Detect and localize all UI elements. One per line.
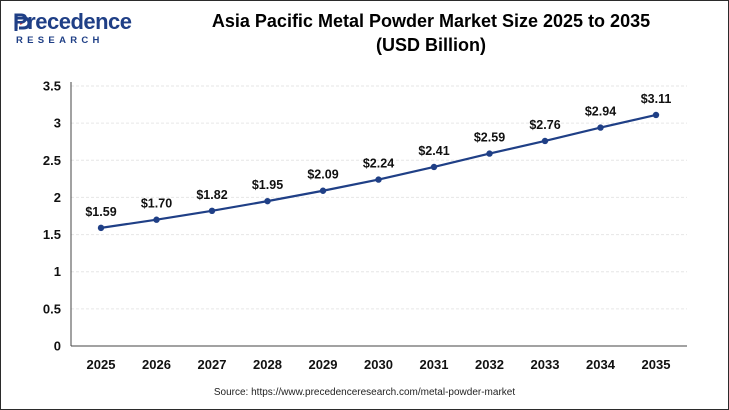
data-point bbox=[541, 137, 549, 145]
x-tick-label: 2035 bbox=[642, 357, 671, 372]
data-point bbox=[208, 207, 216, 214]
y-tick-label: 3 bbox=[54, 116, 61, 131]
data-labels: $1.59 $1.70 $1.82 $1.95 $2.09 $2.24 $2.41 $2.59… bbox=[85, 92, 671, 219]
y-tick-label: 0.5 bbox=[43, 301, 61, 316]
y-tick-labels: 0 0.5 1 1.5 2 2.5 3 3.5 bbox=[43, 79, 61, 354]
chart-title: Asia Pacific Metal Powder Market Size 20… bbox=[211, 11, 651, 31]
data-point bbox=[97, 224, 105, 232]
x-tick-label: 2028 bbox=[253, 357, 282, 372]
data-label: $2.24 bbox=[363, 157, 394, 171]
y-tick-label: 1 bbox=[54, 264, 61, 279]
x-tick-labels: 2025 2026 2027 2028 2029 2030 2031 2032 2033 2034… bbox=[87, 357, 671, 372]
data-points bbox=[97, 111, 660, 232]
series-path bbox=[100, 113, 657, 229]
y-tick-label: 2.5 bbox=[43, 153, 61, 168]
chart-title-block: Asia Pacific Metal Powder Market Size 20… bbox=[151, 9, 711, 57]
series-line bbox=[100, 113, 657, 229]
source-note: Source: https://www.precedenceresearch.c… bbox=[213, 387, 516, 398]
data-label: $1.95 bbox=[252, 178, 283, 192]
x-tick-label: 2031 bbox=[420, 357, 449, 372]
y-tick-label: 2 bbox=[54, 190, 61, 205]
x-tick-label: 2030 bbox=[364, 357, 393, 372]
data-label: $2.94 bbox=[585, 105, 616, 119]
data-point bbox=[375, 176, 382, 183]
data-label: $2.41 bbox=[418, 144, 449, 158]
brand-sub: RESEARCH bbox=[16, 35, 104, 46]
x-tick-label: 2027 bbox=[198, 357, 227, 372]
data-point bbox=[153, 216, 160, 223]
data-label: $1.70 bbox=[141, 197, 172, 211]
data-label: $1.82 bbox=[196, 188, 227, 202]
x-tick-label: 2025 bbox=[87, 357, 116, 372]
data-point bbox=[319, 187, 327, 194]
data-label: $2.09 bbox=[307, 168, 338, 182]
x-tick-label: 2032 bbox=[475, 357, 504, 372]
x-tick-label: 2026 bbox=[142, 357, 171, 372]
data-label: $3.11 bbox=[641, 92, 672, 106]
x-tick-label: 2029 bbox=[309, 357, 338, 372]
chart-subtitle: (USD Billion) bbox=[376, 35, 486, 55]
data-point bbox=[430, 163, 438, 171]
data-point bbox=[652, 111, 660, 119]
y-tick-label: 1.5 bbox=[43, 227, 61, 242]
data-point bbox=[597, 124, 604, 131]
x-tick-label: 2034 bbox=[586, 357, 616, 372]
data-label: $2.76 bbox=[529, 118, 560, 132]
grid-lines bbox=[71, 85, 687, 310]
logo-mark-icon bbox=[14, 16, 31, 31]
y-tick-label: 3.5 bbox=[43, 79, 61, 94]
brand-name: Precedence bbox=[13, 9, 132, 34]
data-point bbox=[486, 150, 493, 157]
data-label: $1.59 bbox=[85, 205, 116, 219]
x-tick-label: 2033 bbox=[531, 357, 560, 372]
data-point bbox=[264, 197, 271, 205]
y-tick-label: 0 bbox=[54, 339, 61, 354]
data-label: $2.59 bbox=[474, 131, 505, 145]
brand-logo: Precedence RESEARCH bbox=[13, 9, 132, 49]
axes bbox=[70, 82, 687, 347]
